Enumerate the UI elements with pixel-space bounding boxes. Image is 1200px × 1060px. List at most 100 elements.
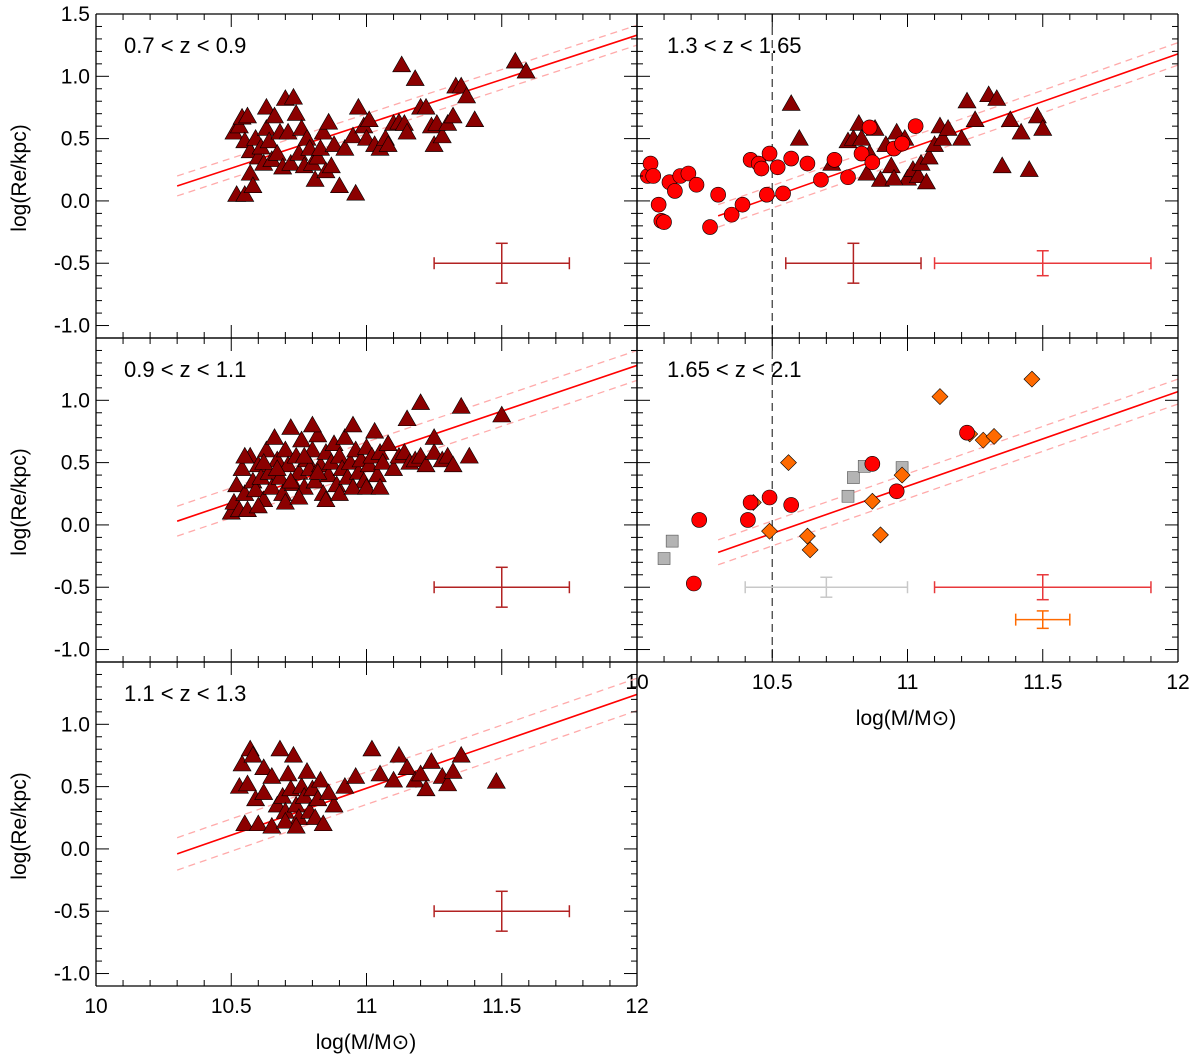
- triangle-point: [278, 455, 298, 473]
- circle-point: [761, 145, 778, 162]
- circle-point: [753, 160, 770, 177]
- diamond-point: [931, 388, 949, 405]
- triangle-point: [362, 739, 382, 757]
- triangle-point: [348, 97, 368, 115]
- triangle-point: [457, 86, 477, 104]
- triangle-point: [232, 459, 252, 476]
- triangle-point: [302, 415, 322, 433]
- triangle-point: [297, 762, 317, 779]
- x-tick-label: 12: [625, 995, 648, 1018]
- triangle-point: [335, 138, 355, 156]
- x-tick-label: 12: [1166, 671, 1189, 694]
- circle-point: [740, 512, 756, 528]
- diamond-point: [893, 466, 911, 484]
- triangle-point: [881, 156, 901, 174]
- triangle-point: [329, 484, 349, 501]
- circle-point: [688, 176, 705, 193]
- triangle-point: [313, 814, 333, 832]
- triangle-point: [424, 443, 444, 460]
- diamond-point: [798, 527, 816, 545]
- fit-band-lower: [717, 64, 1179, 228]
- triangle-point: [459, 446, 479, 464]
- fit-band-upper: [176, 24, 638, 177]
- diamond-point: [863, 492, 881, 510]
- panel-title: 0.7 < z < 0.9: [124, 33, 246, 58]
- triangle-point: [359, 455, 379, 473]
- triangle-point: [992, 156, 1012, 174]
- panel-title: 0.9 < z < 1.1: [124, 357, 246, 382]
- triangle-point: [392, 55, 412, 73]
- circle-point: [907, 118, 924, 134]
- triangle-point: [378, 135, 398, 152]
- triangle-point: [256, 119, 276, 136]
- triangle-point: [857, 163, 877, 181]
- triangle-point: [1011, 122, 1031, 140]
- panel-z-0.7-0.9: 0.7 < z < 0.9 -1.0 -0.5 0.0 0.5 1.0 1.5: [54, 3, 638, 339]
- triangle-point: [324, 135, 344, 152]
- y-tick-label: -1.0: [54, 315, 90, 338]
- panel-title: 1.1 < z < 1.3: [124, 681, 246, 706]
- error-bar: [433, 566, 571, 608]
- triangle-point: [384, 459, 404, 476]
- triangle-point: [310, 770, 331, 788]
- triangle-point: [851, 129, 872, 146]
- square-point: [657, 552, 671, 565]
- triangle-point: [235, 446, 255, 464]
- triangle-point: [465, 110, 485, 127]
- triangle-point: [316, 490, 336, 508]
- triangle-point: [397, 758, 417, 775]
- triangle-point: [267, 143, 287, 161]
- triangle-point: [343, 415, 363, 433]
- circle-point: [723, 206, 740, 223]
- triangle-point: [254, 453, 274, 470]
- y-tick-label: -0.5: [54, 900, 90, 923]
- circle-point: [645, 168, 662, 184]
- y-tick-label: 0.0: [61, 838, 90, 861]
- triangle-point: [278, 764, 298, 782]
- triangle-point: [289, 487, 309, 505]
- triangle-point: [229, 116, 249, 134]
- x-tick-label: 10: [84, 995, 107, 1018]
- circle-point: [799, 155, 816, 172]
- triangle-point: [246, 480, 266, 498]
- triangle-point: [248, 814, 268, 832]
- triangle-point: [1000, 110, 1020, 127]
- x-tick-label: 11: [897, 671, 919, 694]
- triangle-point: [302, 440, 322, 458]
- diamond-point: [761, 522, 778, 540]
- triangle-point: [416, 779, 436, 797]
- x-tick-label: 11.5: [1023, 671, 1062, 694]
- triangle-point: [957, 91, 977, 109]
- triangle-point: [516, 61, 536, 79]
- error-bar: [744, 576, 909, 598]
- error-bar: [433, 890, 571, 932]
- circle-point: [853, 145, 870, 162]
- circle-point: [734, 196, 751, 213]
- triangle-point: [378, 434, 398, 451]
- triangle-point: [451, 396, 471, 414]
- triangle-point: [424, 428, 444, 445]
- triangle-point: [356, 477, 377, 495]
- triangle-point: [286, 104, 306, 121]
- triangle-point: [916, 172, 936, 190]
- triangle-point: [267, 795, 287, 813]
- error-bar: [785, 242, 922, 284]
- circle-point: [775, 185, 791, 202]
- triangle-point: [256, 440, 276, 458]
- triangle-point: [367, 465, 387, 483]
- triangle-point: [292, 430, 312, 448]
- fit-band-upper: [176, 677, 638, 839]
- fit-band-upper: [176, 349, 638, 507]
- y-tick-label: 0.5: [61, 452, 90, 475]
- triangle-point: [319, 783, 339, 800]
- triangle-point: [411, 393, 431, 410]
- triangle-point: [329, 176, 349, 194]
- y-tick-label: 1.0: [61, 713, 90, 736]
- triangle-point: [356, 129, 377, 146]
- triangle-point: [781, 94, 801, 111]
- triangle-point: [335, 428, 355, 445]
- triangle-point: [270, 467, 290, 485]
- triangle-point: [281, 418, 301, 435]
- triangle-point: [262, 816, 282, 834]
